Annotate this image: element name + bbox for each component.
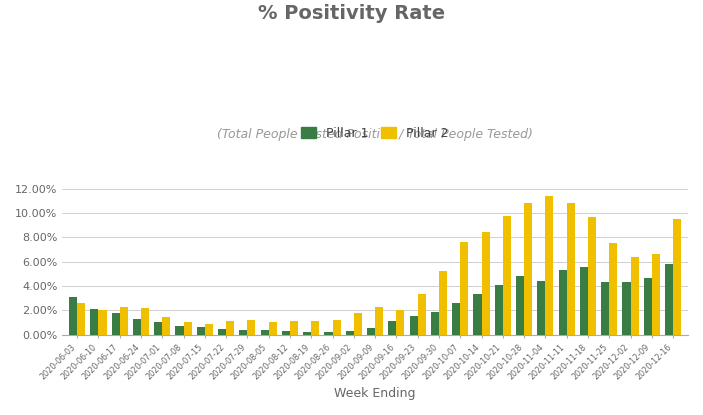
Bar: [311, 321, 319, 334]
Bar: [269, 322, 277, 334]
Bar: [176, 325, 183, 334]
Bar: [439, 271, 447, 334]
Bar: [601, 282, 610, 334]
Bar: [333, 320, 341, 334]
Bar: [673, 219, 681, 334]
Legend: Pillar 1, Pillar 2: Pillar 1, Pillar 2: [297, 123, 453, 143]
Bar: [665, 264, 673, 334]
Bar: [354, 313, 362, 334]
Bar: [162, 317, 170, 334]
Bar: [537, 281, 546, 334]
Bar: [503, 215, 511, 334]
Bar: [133, 319, 141, 334]
Bar: [610, 243, 617, 334]
Bar: [346, 331, 354, 334]
Bar: [418, 294, 426, 334]
Bar: [644, 278, 652, 334]
Bar: [524, 203, 532, 334]
Bar: [141, 308, 149, 334]
Bar: [473, 294, 482, 334]
Bar: [452, 303, 460, 334]
Bar: [546, 196, 553, 334]
Bar: [388, 321, 396, 334]
Bar: [460, 242, 468, 334]
Bar: [325, 332, 333, 334]
Bar: [588, 217, 596, 334]
Bar: [482, 232, 489, 334]
Bar: [282, 331, 290, 334]
Bar: [90, 309, 98, 334]
Bar: [375, 307, 383, 334]
Bar: [410, 316, 418, 334]
Bar: [516, 276, 524, 334]
Bar: [205, 324, 213, 334]
Title: (Total People Tested Positive / Total People Tested): (Total People Tested Positive / Total Pe…: [217, 128, 533, 141]
Bar: [239, 330, 247, 334]
Bar: [98, 310, 107, 334]
Bar: [431, 312, 439, 334]
Bar: [112, 313, 120, 334]
Bar: [247, 320, 255, 334]
Bar: [567, 203, 575, 334]
Bar: [154, 322, 162, 334]
Bar: [226, 321, 234, 334]
Bar: [290, 321, 298, 334]
Bar: [396, 310, 404, 334]
Bar: [559, 270, 567, 334]
Bar: [303, 332, 311, 334]
Bar: [120, 307, 128, 334]
Bar: [367, 328, 375, 334]
Bar: [218, 329, 226, 334]
Bar: [69, 297, 77, 334]
Text: % Positivity Rate: % Positivity Rate: [258, 4, 445, 23]
Bar: [622, 282, 631, 334]
Bar: [580, 267, 588, 334]
X-axis label: Week Ending: Week Ending: [335, 387, 416, 400]
Bar: [495, 285, 503, 334]
Bar: [77, 303, 85, 334]
Bar: [261, 330, 269, 334]
Bar: [652, 254, 660, 334]
Bar: [197, 327, 205, 334]
Bar: [183, 322, 192, 334]
Bar: [631, 257, 638, 334]
